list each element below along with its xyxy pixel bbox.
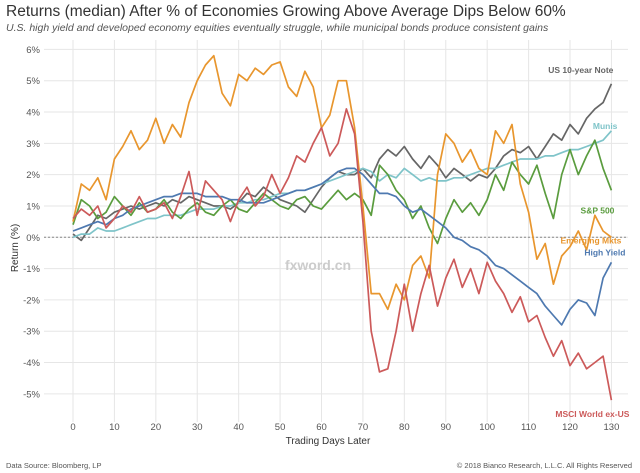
series-label-us-10-year-note: US 10-year Note bbox=[548, 65, 613, 75]
x-tick-label: 90 bbox=[440, 422, 451, 433]
watermark: fxword.cn bbox=[285, 257, 351, 273]
series-line-s-p-500 bbox=[72, 139, 613, 245]
y-tick-label: 1% bbox=[26, 201, 40, 212]
series-line-us-10-year-note bbox=[72, 83, 613, 242]
chart-title: Returns (median) After % of Economies Gr… bbox=[6, 3, 566, 20]
x-tick-label: 50 bbox=[275, 422, 286, 433]
series-label-msci-world-ex-us: MSCI World ex-US bbox=[555, 409, 629, 419]
data-source-note: Data Source: Bloomberg, LP bbox=[6, 461, 102, 470]
x-tick-label: 20 bbox=[151, 422, 162, 433]
y-tick-label: 3% bbox=[26, 139, 40, 150]
series-line-munis bbox=[72, 130, 613, 239]
x-tick-label: 60 bbox=[316, 422, 327, 433]
x-tick-label: 10 bbox=[109, 422, 120, 433]
series-line-high-yield bbox=[72, 167, 613, 326]
y-tick-label: 5% bbox=[26, 76, 40, 87]
x-tick-label: 70 bbox=[358, 422, 369, 433]
y-tick-label: -1% bbox=[23, 264, 40, 275]
y-tick-label: -3% bbox=[23, 327, 40, 338]
x-axis-label: Trading Days Later bbox=[286, 436, 371, 447]
series-line-emerging-mkts bbox=[72, 54, 612, 311]
x-tick-label: 130 bbox=[604, 422, 620, 433]
copyright-note: © 2018 Bianco Research, L.L.C. All Right… bbox=[456, 461, 632, 470]
x-tick-label: 0 bbox=[70, 422, 75, 433]
y-tick-label: -4% bbox=[23, 358, 40, 369]
x-tick-label: 110 bbox=[521, 422, 536, 433]
x-tick-label: 100 bbox=[479, 422, 495, 433]
y-tick-label: -5% bbox=[23, 389, 40, 400]
y-tick-label: 6% bbox=[26, 45, 40, 56]
series-label-high-yield: High Yield bbox=[584, 247, 625, 257]
x-tick-label: 30 bbox=[192, 422, 203, 433]
y-axis-label: Return (%) bbox=[10, 224, 21, 272]
series-label-emerging-mkts: Emerging Mkts bbox=[560, 235, 621, 245]
chart-subtitle: U.S. high yield and developed economy eq… bbox=[6, 22, 549, 34]
y-tick-label: 0% bbox=[26, 233, 40, 244]
y-tick-label: 4% bbox=[26, 108, 40, 119]
x-tick-label: 40 bbox=[233, 422, 244, 433]
series-label-munis: Munis bbox=[593, 121, 618, 131]
y-tick-label: 2% bbox=[26, 170, 40, 181]
series-line-msci-world-ex-us bbox=[72, 108, 613, 401]
y-tick-label: -2% bbox=[23, 295, 40, 306]
x-tick-label: 120 bbox=[562, 422, 578, 433]
series-label-s-p-500: S&P 500 bbox=[581, 205, 615, 215]
x-tick-label: 80 bbox=[399, 422, 410, 433]
